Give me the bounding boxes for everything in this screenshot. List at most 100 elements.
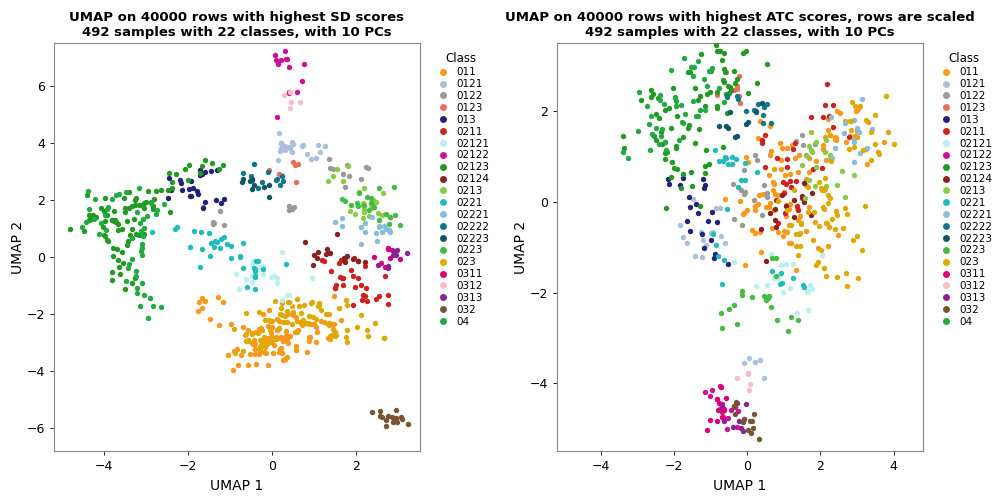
Point: [820, 127, 836, 135]
Point: [822, 223, 838, 231]
Point: [709, 395, 725, 403]
Point: [704, 64, 720, 72]
Point: [127, 275, 143, 283]
Point: [729, 422, 745, 430]
Point: [767, 191, 783, 199]
Point: [261, 181, 277, 190]
Point: [164, 184, 180, 192]
Point: [262, 329, 278, 337]
Point: [802, 281, 818, 289]
Point: [690, 96, 707, 104]
Point: [849, 232, 865, 240]
Point: [798, 227, 814, 235]
Point: [106, 207, 122, 215]
Point: [260, 316, 276, 324]
Point: [844, 98, 860, 106]
Point: [274, 349, 290, 357]
Point: [788, 205, 804, 213]
Point: [270, 59, 286, 68]
Point: [280, 143, 296, 151]
Point: [630, 127, 646, 135]
Point: [313, 317, 330, 325]
Point: [325, 172, 341, 180]
Point: [81, 216, 97, 224]
Point: [834, 167, 850, 175]
Point: [798, 151, 814, 159]
Point: [129, 289, 145, 297]
Point: [209, 238, 225, 246]
Point: [734, 176, 750, 184]
Point: [772, 139, 788, 147]
Point: [301, 333, 318, 341]
Point: [702, 416, 718, 424]
Point: [764, 267, 780, 275]
Y-axis label: UMAP 2: UMAP 2: [514, 221, 528, 274]
Point: [360, 326, 376, 334]
Point: [96, 231, 112, 239]
Point: [384, 413, 400, 421]
Point: [381, 220, 397, 228]
Point: [380, 245, 396, 253]
Point: [223, 320, 239, 328]
Point: [738, 47, 754, 55]
Point: [778, 155, 794, 163]
Point: [326, 320, 342, 328]
Point: [720, 109, 736, 117]
Point: [361, 332, 377, 340]
Point: [261, 193, 277, 201]
Point: [324, 320, 340, 328]
Point: [639, 102, 655, 110]
Point: [201, 229, 217, 237]
Point: [666, 164, 682, 172]
Point: [317, 319, 333, 327]
Point: [675, 170, 691, 178]
Point: [332, 273, 348, 281]
Point: [339, 251, 355, 260]
Point: [764, 224, 780, 232]
Point: [181, 192, 198, 200]
Point: [709, 91, 725, 99]
Point: [661, 104, 677, 112]
Point: [280, 298, 296, 306]
Point: [307, 323, 324, 331]
Point: [283, 98, 299, 106]
Point: [254, 178, 270, 186]
Point: [376, 334, 392, 342]
Point: [687, 139, 704, 147]
Point: [740, 369, 756, 377]
Point: [681, 203, 698, 211]
Point: [768, 223, 784, 231]
Point: [248, 257, 264, 265]
Point: [202, 252, 218, 260]
Point: [131, 231, 147, 239]
Point: [799, 306, 815, 314]
Point: [712, 47, 728, 55]
Point: [378, 210, 394, 218]
Point: [822, 195, 838, 203]
Point: [262, 317, 278, 325]
Point: [797, 195, 813, 203]
Point: [730, 373, 746, 382]
Point: [244, 272, 260, 280]
Point: [284, 320, 300, 328]
Point: [780, 327, 796, 335]
Point: [697, 388, 713, 396]
Point: [294, 321, 310, 329]
Point: [807, 140, 824, 148]
Point: [790, 316, 806, 324]
Point: [776, 188, 792, 196]
Point: [240, 326, 256, 334]
Point: [747, 151, 763, 159]
Point: [197, 168, 213, 176]
Point: [706, 254, 722, 262]
Point: [378, 225, 394, 233]
Point: [313, 257, 330, 265]
Point: [321, 155, 337, 163]
Point: [172, 179, 188, 187]
Point: [779, 163, 795, 171]
Point: [259, 340, 275, 348]
Point: [686, 252, 703, 260]
Point: [772, 269, 788, 277]
Point: [661, 180, 677, 188]
Point: [272, 139, 288, 147]
